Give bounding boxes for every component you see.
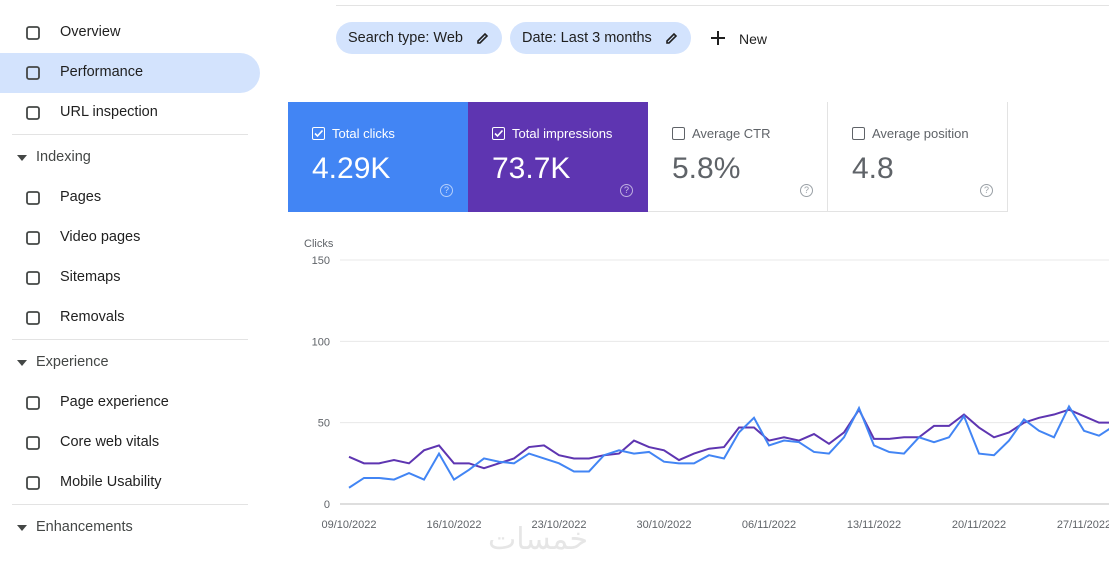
x-tick-label: 16/10/2022 [426,519,481,531]
checkbox [492,127,505,140]
help-icon: ? [440,184,453,197]
nav-icon [24,394,42,412]
nav-label: Performance [60,64,144,80]
nav-label: Core web vitals [60,434,160,450]
help-icon: ? [980,184,993,197]
series-line [348,404,1109,489]
y-axis-title: Clicks [304,238,334,250]
watermark: خمسات [488,523,589,556]
nav-item[interactable]: Overview [0,13,260,53]
nav-label: Pages [60,189,102,205]
filter-chip[interactable]: Date: Last 3 months [510,22,691,54]
nav-icon [24,269,42,287]
metric-value: 73.7K [492,152,571,185]
checkbox [852,127,865,140]
nav-item[interactable]: Mobile Usability [0,463,260,503]
y-tick-label: 50 [318,418,330,430]
divider [12,134,248,135]
filter-chip[interactable]: Search type: Web [336,22,502,54]
metric-name: Average CTR [692,126,771,141]
metric-card[interactable]: Average position 4.8? [828,102,1008,212]
nav-label: Overview [60,24,121,40]
nav-item[interactable]: Page experience [0,383,260,423]
nav-item[interactable]: Video pages [0,218,260,258]
nav-label: Removals [60,309,125,325]
x-tick-label: 20/11/2022 [952,519,1006,531]
section-label: Experience [36,354,109,370]
x-tick-label: 06/11/2022 [742,519,796,531]
nav-item[interactable]: Core web vitals [0,423,260,463]
metric-name: Total impressions [512,126,613,141]
nav-icon [24,309,42,327]
collapse-arrow [17,360,27,366]
nav-label: Page experience [60,394,169,410]
metric-value: 5.8% [672,152,741,185]
nav-icon [24,24,42,42]
metric-name: Average position [872,126,969,141]
new-filter-button[interactable]: New [706,22,786,54]
nav-item[interactable]: URL inspection [0,93,260,133]
y-tick-label: 0 [324,499,330,511]
x-tick-label: 09/10/2022 [321,519,376,531]
nav-label: Sitemaps [60,269,121,285]
nav-icon [24,189,42,207]
nav-icon [24,104,42,122]
nav-label: Video pages [60,229,141,245]
help-icon: ? [800,184,813,197]
x-tick-label: 30/10/2022 [636,519,691,531]
collapse-arrow [17,525,27,531]
y-tick-label: 150 [312,255,330,267]
x-tick-label: 13/11/2022 [847,519,901,531]
chip-label: Date: Last 3 months [522,30,652,46]
help-icon: ? [620,184,633,197]
checkbox [672,127,685,140]
metric-value: 4.29K [312,152,391,185]
edit-icon [666,32,678,44]
x-tick-label: 23/10/2022 [531,519,586,531]
nav-label: Mobile Usability [60,474,162,490]
nav-section[interactable]: Indexing [0,143,260,173]
top-rule [336,5,1109,6]
performance-chart: Clicks 0 50 100 150 09/10/2022 16/10/2022 23/10… [304,238,1109,531]
metric-card[interactable]: Total impressions 73.7K? [468,102,648,212]
nav-icon [24,434,42,452]
metric-card[interactable]: Total clicks 4.29K? [288,102,468,212]
nav-item[interactable]: Performance [0,53,260,93]
nav-item[interactable]: Pages [0,178,260,218]
nav-section[interactable]: Experience [0,348,260,378]
collapse-arrow [17,155,27,161]
chip-label: Search type: Web [348,30,463,46]
divider [12,339,248,340]
metric-value: 4.8 [852,152,894,185]
nav-icon [24,64,42,82]
plus-icon [711,31,725,45]
nav-label: URL inspection [60,104,158,120]
section-label: Enhancements [36,519,133,535]
new-label: New [739,31,768,47]
section-label: Indexing [36,149,91,165]
divider [12,504,248,505]
checkbox [312,127,325,140]
edit-icon [477,32,489,44]
nav-item[interactable]: Sitemaps [0,258,260,298]
y-tick-label: 100 [312,336,330,348]
metric-name: Total clicks [332,126,395,141]
nav-item[interactable]: Removals [0,298,260,338]
nav-icon [24,229,42,247]
nav-icon [24,474,42,492]
sidebar: Overview Performance URL inspection Indexin… [0,0,262,567]
metric-card[interactable]: Average CTR 5.8%? [648,102,828,212]
x-tick-label: 27/11/2022 [1057,519,1109,531]
nav-section[interactable]: Enhancements [0,513,260,543]
series-line [348,407,1109,470]
